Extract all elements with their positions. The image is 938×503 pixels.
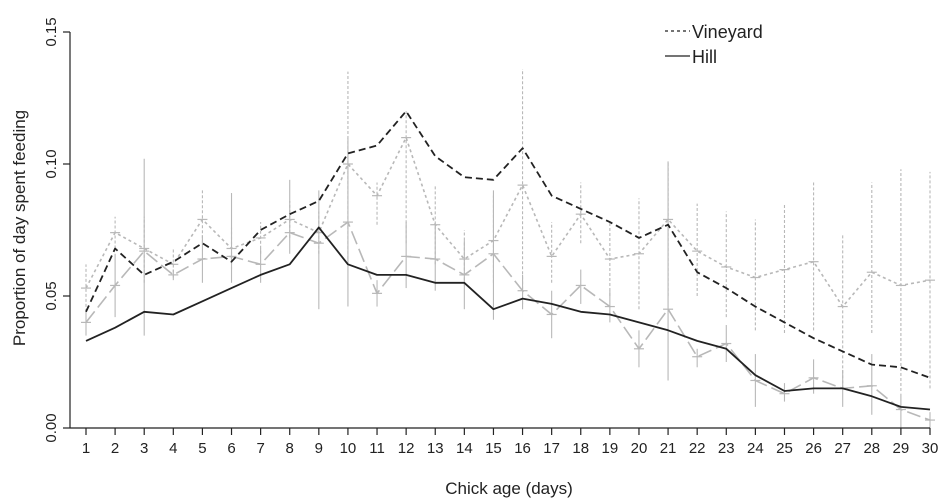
x-tick-label: 10 xyxy=(340,440,357,457)
x-axis-label: Chick age (days) xyxy=(445,479,573,498)
x-tick-label: 29 xyxy=(893,440,910,457)
x-tick-label: 11 xyxy=(369,440,385,457)
x-tick-label: 5 xyxy=(198,440,206,457)
background-series-line xyxy=(85,220,931,421)
legend-label-vineyard: Vineyard xyxy=(692,22,763,42)
axes-layer: 0.000.050.100.151 2 3 4 5 6 7 8 9 10 11 12 13 14 15 16 1… xyxy=(43,17,938,457)
x-tick-label: 30 xyxy=(922,440,938,457)
legend: Vineyard Hill xyxy=(665,22,763,67)
y-axis-label: Proportion of day spent feeding xyxy=(10,110,29,346)
background-series-line xyxy=(85,135,931,308)
x-tick-label: 4 xyxy=(169,440,177,457)
x-tick-label: 13 xyxy=(427,440,444,457)
series-line-hill xyxy=(85,226,931,411)
x-tick-label: 17 xyxy=(543,440,560,457)
x-tick-label: 15 xyxy=(485,440,502,457)
x-tick-label: 27 xyxy=(834,440,851,457)
x-tick-label: 14 xyxy=(456,440,473,457)
series-line-vineyard xyxy=(85,110,931,379)
x-tick-label: 23 xyxy=(718,440,735,457)
x-tick-label: 19 xyxy=(602,440,619,457)
x-tick-label: 7 xyxy=(256,440,264,457)
x-tick-label: 25 xyxy=(776,440,793,457)
x-tick-label: 20 xyxy=(631,440,648,457)
x-tick-label: 1 xyxy=(82,440,90,457)
y-tick-label: 0.05 xyxy=(43,281,60,310)
x-tick-label: 12 xyxy=(398,440,415,457)
x-tick-label: 28 xyxy=(863,440,880,457)
x-tick-label: 2 xyxy=(111,440,119,457)
x-tick-label: 21 xyxy=(660,440,677,457)
x-tick-label: 8 xyxy=(286,440,294,457)
y-tick-label: 0.10 xyxy=(43,149,60,178)
legend-label-hill: Hill xyxy=(692,47,717,67)
y-tick-label: 0.00 xyxy=(43,413,60,442)
x-tick-label: 18 xyxy=(572,440,589,457)
x-tick-label: 26 xyxy=(805,440,822,457)
x-tick-label: 22 xyxy=(689,440,706,457)
x-tick-label: 24 xyxy=(747,440,764,457)
x-tick-label: 16 xyxy=(514,440,531,457)
x-tick-label: 6 xyxy=(227,440,235,457)
background-series-layer xyxy=(81,68,935,428)
x-tick-label: 9 xyxy=(315,440,323,457)
y-tick-label: 0.15 xyxy=(43,17,60,46)
series-layer xyxy=(85,110,931,411)
x-tick-label: 3 xyxy=(140,440,148,457)
